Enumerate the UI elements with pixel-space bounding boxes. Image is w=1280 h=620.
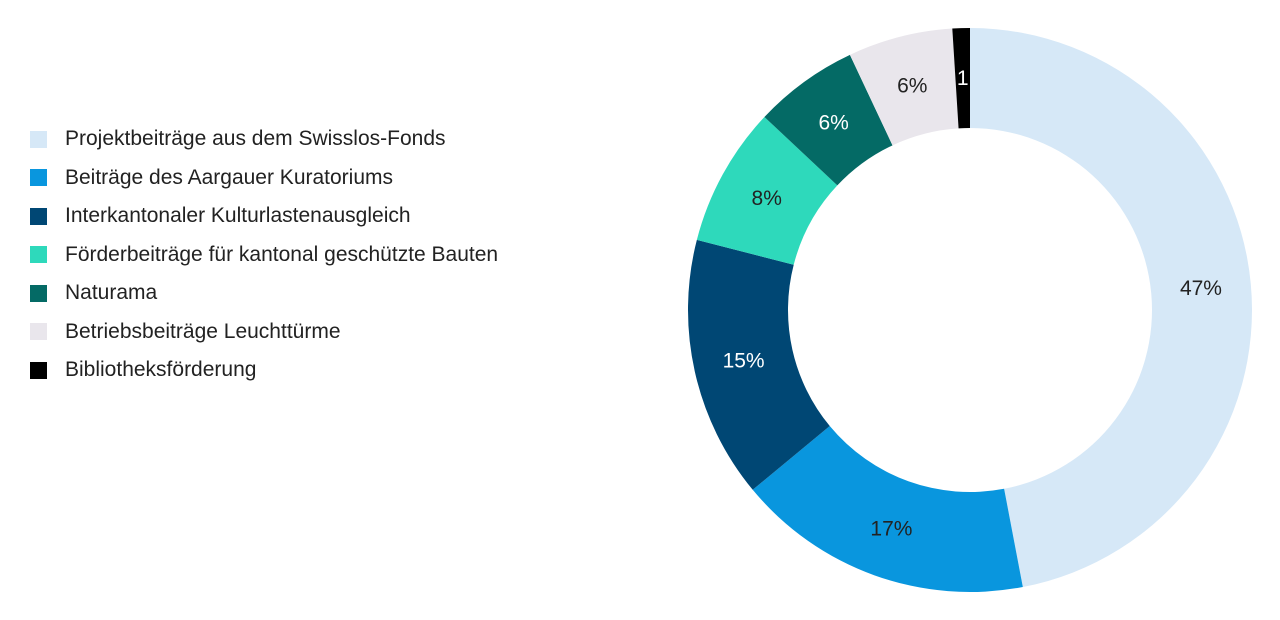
legend-swatch [30,323,47,341]
donut-slice [688,239,830,490]
legend-label: Bibliotheksförderung [65,358,257,382]
legend-entry: Bibliotheksförderung [30,351,498,390]
legend-swatch [30,246,47,264]
legend-entry: Förderbeiträge für kantonal geschützte B… [30,236,498,275]
donut-slice [952,28,970,129]
donut-chart: 47% 17% 15% 8% 6% 6% 1 [688,28,1252,592]
legend-swatch [30,284,47,302]
legend-swatch [30,207,47,225]
donut-slice [696,116,838,265]
legend-label: Betriebsbeiträge Leuchttürme [65,319,341,343]
legend-swatch [30,130,47,148]
legend-label: Naturama [65,281,158,305]
donut-slice [752,426,1023,592]
donut-slice [764,54,893,186]
slice-value-label: 1 [957,67,969,90]
legend-entry: Naturama [30,274,498,313]
legend-swatch [30,361,47,379]
chart-legend: Projektbeiträge aus dem Swisslos-Fonds Be… [30,120,498,390]
donut-slice [849,28,959,146]
legend-label: Förderbeiträge für kantonal geschützte B… [65,242,499,266]
legend-entry: Projektbeiträge aus dem Swisslos-Fonds [30,120,498,159]
slice-value-label: 17% [870,517,912,540]
legend-label: Interkantonaler Kulturlastenausgleich [65,204,411,228]
legend-swatch [30,169,47,187]
slice-value-label: 6% [897,74,927,97]
legend-entry: Interkantonaler Kulturlastenausgleich [30,197,498,236]
slice-value-label: 6% [818,111,848,134]
legend-entry: Betriebsbeiträge Leuchttürme [30,313,498,352]
slice-value-label: 8% [752,187,782,210]
donut-slice [970,28,1252,588]
legend-label: Projektbeiträge aus dem Swisslos-Fonds [65,127,446,151]
slice-value-label: 15% [723,350,765,373]
legend-label: Beiträge des Aargauer Kuratoriums [65,165,394,189]
legend-entry: Beiträge des Aargauer Kuratoriums [30,159,498,198]
slice-value-label: 47% [1180,277,1222,300]
